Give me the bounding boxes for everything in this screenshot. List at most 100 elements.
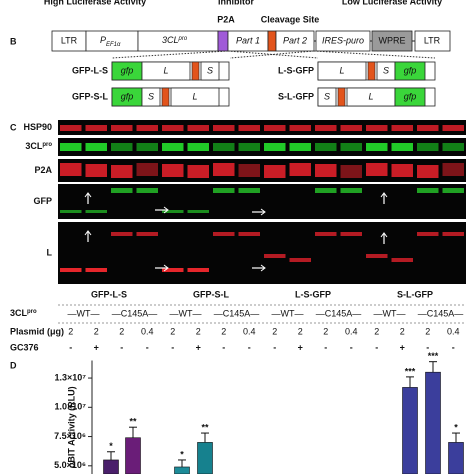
plasmid-amount: 0.4 [141,326,154,336]
bar [425,371,441,474]
part-label: gfp [404,65,417,75]
band [60,143,82,151]
construct-name: S-L-GFP [278,91,314,101]
band [391,143,413,151]
row-label-sup: pro [27,309,37,315]
band [264,143,286,151]
protease-label: —WT— [374,308,406,318]
wpre: WPRE [379,35,406,45]
band [187,210,209,213]
band [264,125,286,131]
cleavage-part [367,61,376,81]
band [340,143,362,151]
construct-name: GFP-S-L [72,91,108,101]
band [111,125,133,131]
part-label: gfp [404,91,417,101]
part-label: gfp [121,65,134,75]
plasmid-amount: 0.4 [243,326,256,336]
band [213,163,235,176]
part-label: gfp [121,91,134,101]
group-name: GFP-S-L [193,289,229,299]
band [187,165,209,178]
panel-label: B [10,36,17,46]
header-right: Low Luciferase Activity [342,0,442,6]
band [315,232,337,236]
band [442,188,464,193]
y-tick-label: 1.0×10⁷ [55,402,87,412]
band [60,125,82,131]
protease-gene-sup: pro [178,36,188,42]
arrow-head [380,232,388,238]
band [289,163,311,176]
band [85,268,107,272]
band [187,125,209,131]
band [289,143,311,151]
band [417,188,439,193]
blot-label-sup: pro [42,142,52,148]
gc376-flag: - [426,342,429,352]
plasmid-amount: 2 [323,326,328,336]
band [366,163,388,176]
group-name: S-L-GFP [397,289,433,299]
band [340,188,362,193]
protease-label: —WT— [272,308,304,318]
cleavage-box [267,30,277,52]
protease-label: —WT— [68,308,100,318]
band [391,125,413,131]
band [60,163,82,176]
y-axis-label: oBIT Activity (RLU) [66,386,76,468]
blot-label: L [47,247,53,257]
panel-label: D [10,360,17,370]
band [60,210,82,213]
gc376-flag: + [298,342,303,352]
p2a-box [217,30,229,52]
cleavage-part [337,87,346,107]
l-blot [58,222,466,284]
band [417,232,439,236]
plasmid-amount: 2 [374,326,379,336]
bar [197,442,213,474]
y-tick-label: 7.5×10⁶ [54,431,86,441]
ires-box [315,30,371,52]
y-tick-label: 5.0×10⁶ [54,460,86,470]
gc376-flag: - [171,342,174,352]
gc376-flag: - [375,342,378,352]
band [162,210,184,213]
protease-gene: 3CLpro [162,35,188,45]
plasmid-amount: 2 [298,326,303,336]
promoter-sub: EF1α [106,42,121,48]
band [442,143,464,151]
ltr-right: LTR [424,35,441,45]
promoter-main: P [100,35,106,45]
blot-label: GFP [33,196,52,206]
band [315,125,337,131]
part-label: S [148,91,154,101]
construct-part [170,87,220,107]
band [111,188,133,193]
part-label: S [207,65,213,75]
band [162,164,184,177]
group-name: GFP-L-S [91,289,127,299]
panel-label: C [10,122,17,132]
part-label: L [339,65,344,75]
arrow-head [260,264,266,272]
band [162,143,184,151]
gc376-flag: + [196,342,201,352]
band [111,143,133,151]
band [366,125,388,131]
protease-gene-main: 3CL [162,35,179,45]
cleavage-part [191,61,200,81]
plasmid-amount: 2 [119,326,124,336]
p2a-blot [58,159,466,182]
band [85,125,107,131]
band [340,125,362,131]
bar [125,437,141,474]
bar [174,466,190,474]
part-label: L [192,91,197,101]
promoter: PEF1α [100,35,121,47]
band [136,143,158,151]
dashed-guide [227,50,319,59]
band [391,258,413,262]
band [213,125,235,131]
band [366,143,388,151]
